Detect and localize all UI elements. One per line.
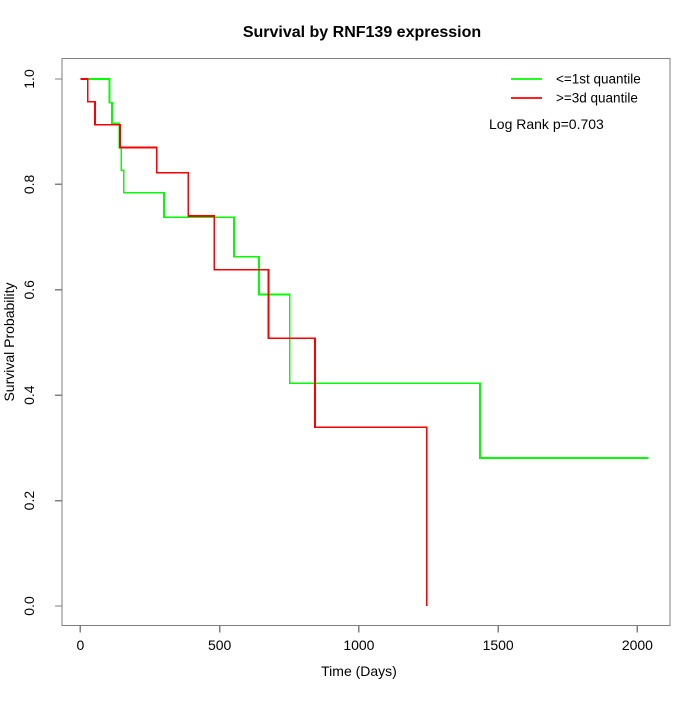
plot-box bbox=[61, 57, 671, 627]
survival-curve-group2 bbox=[80, 78, 428, 606]
y-tick-label: 0.6 bbox=[21, 280, 37, 300]
y-axis-title: Survival Probability bbox=[1, 282, 17, 401]
survival-curve-group1 bbox=[80, 78, 649, 459]
y-tick-label: 0.0 bbox=[21, 596, 37, 616]
x-tick-label: 0 bbox=[77, 637, 85, 653]
x-tick-label: 1000 bbox=[343, 637, 374, 653]
plot-title: Survival by RNF139 expression bbox=[243, 24, 481, 41]
log-rank-pvalue: Log Rank p=0.703 bbox=[489, 116, 604, 132]
survival-curves bbox=[80, 78, 649, 606]
x-axis-title: Time (Days) bbox=[321, 663, 397, 679]
y-tick-label: 0.4 bbox=[21, 385, 37, 405]
x-axis-ticks: 0 500 1000 1500 2000 bbox=[77, 625, 653, 653]
y-tick-label: 1.0 bbox=[21, 69, 37, 89]
x-tick-label: 2000 bbox=[622, 637, 653, 653]
x-tick-label: 500 bbox=[208, 637, 232, 653]
y-tick-label: 0.2 bbox=[21, 491, 37, 511]
legend-label-group2: >=3d quantile bbox=[556, 91, 638, 106]
legend: <=1st quantile >=3d quantile Log Rank p=… bbox=[489, 72, 641, 133]
legend-label-group1: <=1st quantile bbox=[556, 72, 641, 87]
y-axis-ticks: 0.0 0.2 0.4 0.6 0.8 1.0 bbox=[21, 69, 62, 616]
x-tick-label: 1500 bbox=[483, 637, 514, 653]
y-tick-label: 0.8 bbox=[21, 174, 37, 194]
